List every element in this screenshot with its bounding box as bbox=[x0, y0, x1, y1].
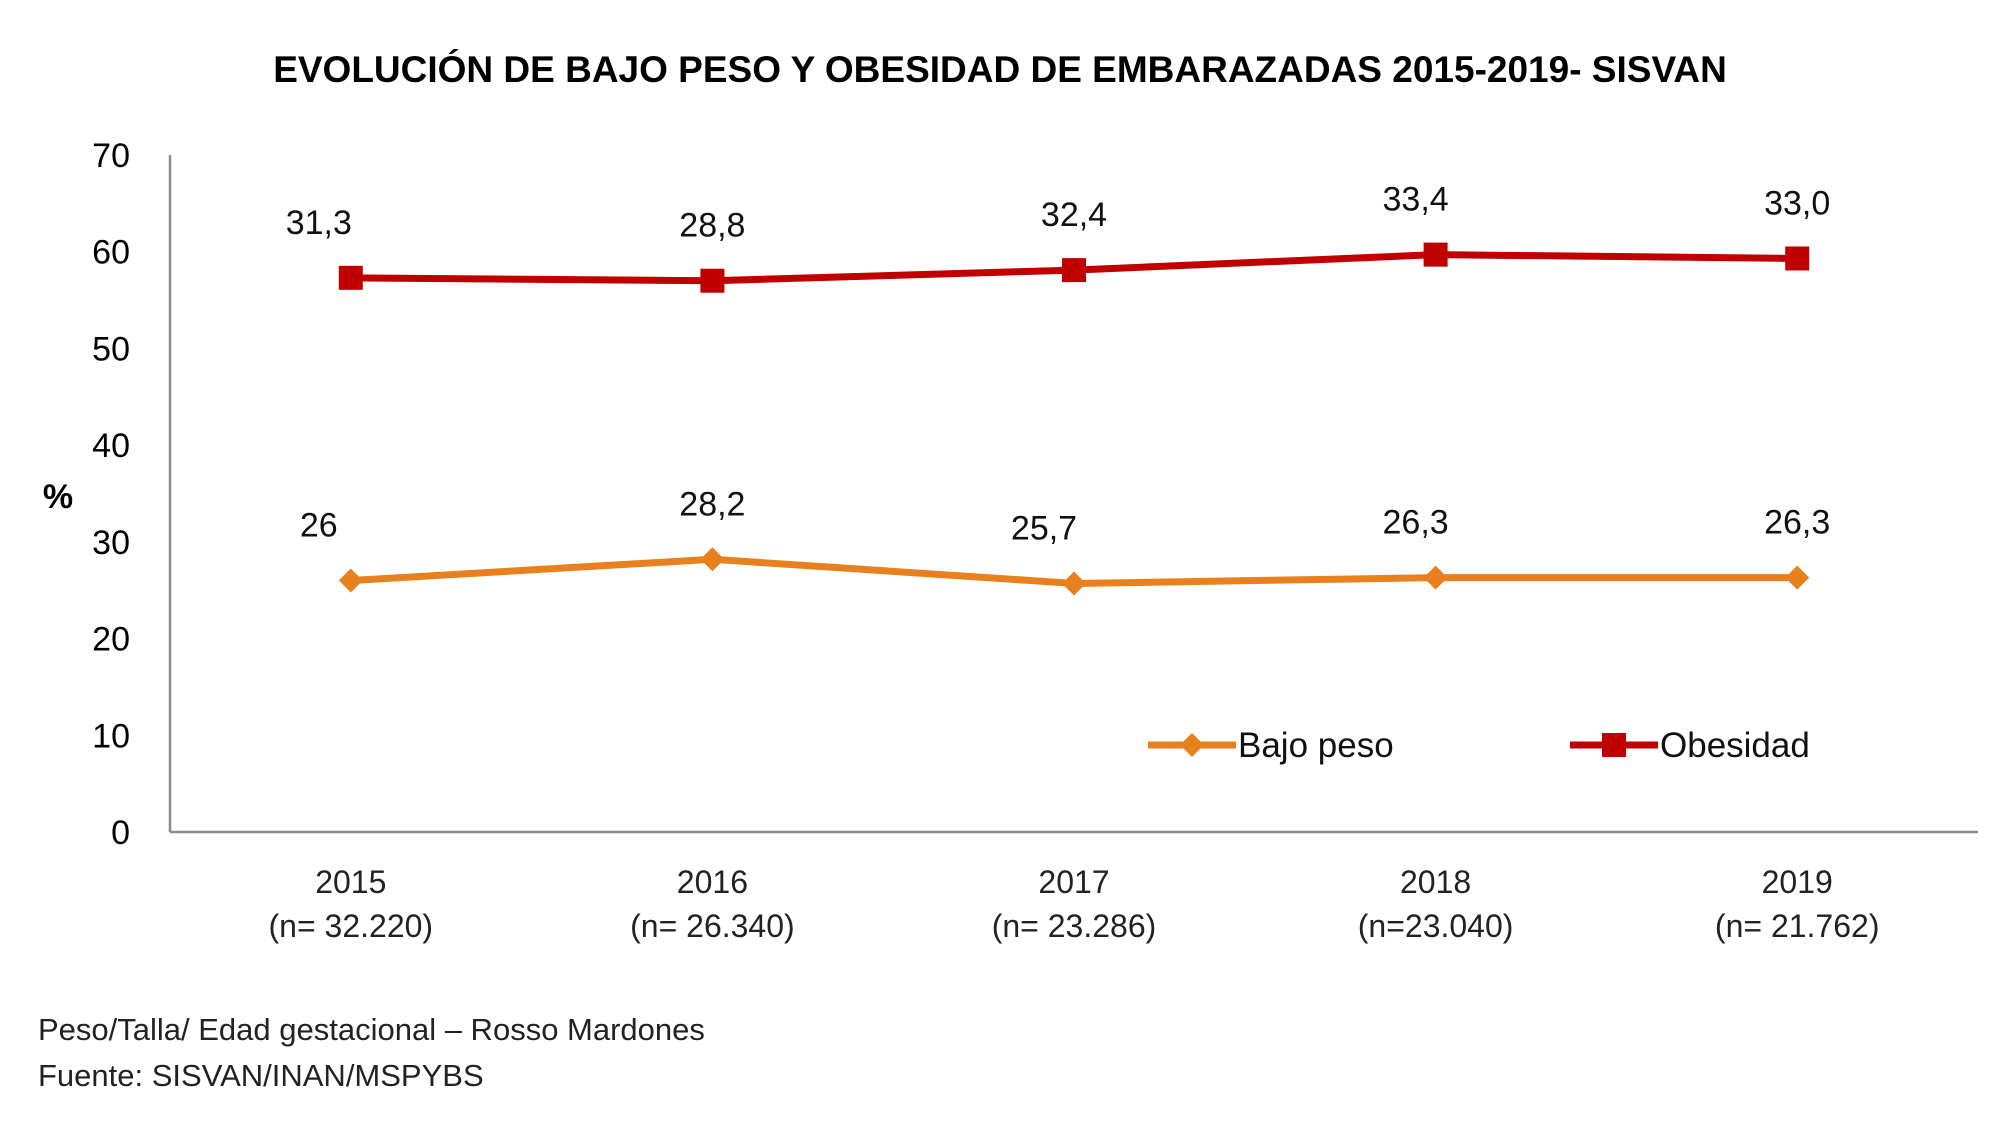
series-layer: 26 28,2 25,7 26,3 26,3 31,3 28,8 32,4 33,4 33,0 bbox=[286, 181, 1830, 596]
data-point-bajo-peso bbox=[338, 568, 363, 593]
data-point-obesidad bbox=[1785, 246, 1810, 271]
legend: Bajo peso Obesidad bbox=[1148, 726, 1810, 765]
data-point-obesidad bbox=[338, 265, 363, 290]
data-point-bajo-peso bbox=[1062, 571, 1086, 596]
chart-title: EVOLUCIÓN DE BAJO PESO Y OBESIDAD DE EMB… bbox=[273, 48, 1727, 90]
x-tick-label-year: 2019 bbox=[1762, 864, 1833, 900]
y-tick-label: 60 bbox=[92, 234, 130, 272]
x-tick-label-n: (n= 21.762) bbox=[1715, 908, 1880, 944]
x-axis-labels: 2015 (n= 32.220) 2016 (n= 26.340) 2017 (n= 23… bbox=[269, 864, 1880, 944]
x-tick-label-n: (n= 26.340) bbox=[630, 908, 795, 944]
data-label-bajo-peso: 25,7 bbox=[1011, 509, 1077, 547]
footnote-method: Peso/Talla/ Edad gestacional – Rosso Mar… bbox=[38, 1012, 705, 1047]
data-label-bajo-peso: 28,2 bbox=[679, 485, 745, 523]
data-point-obesidad bbox=[1423, 242, 1448, 267]
data-point-bajo-peso bbox=[700, 547, 725, 572]
x-tick-label-n: (n= 23.286) bbox=[992, 908, 1157, 944]
data-label-obesidad: 31,3 bbox=[286, 204, 352, 242]
data-label-obesidad: 32,4 bbox=[1041, 196, 1107, 234]
y-tick-label: 10 bbox=[92, 717, 130, 755]
x-tick-label-year: 2018 bbox=[1400, 864, 1471, 900]
data-point-obesidad bbox=[1062, 258, 1086, 283]
data-label-obesidad: 28,8 bbox=[679, 207, 745, 245]
y-tick-label: 70 bbox=[92, 137, 130, 175]
x-tick-label-year: 2016 bbox=[677, 864, 748, 900]
y-tick-label: 50 bbox=[92, 330, 130, 368]
x-tick-label-year: 2017 bbox=[1038, 864, 1109, 900]
data-label-bajo-peso: 26,3 bbox=[1383, 504, 1449, 542]
data-label-obesidad: 33,4 bbox=[1383, 181, 1449, 219]
footnote-source: Fuente: SISVAN/INAN/MSPYBS bbox=[38, 1058, 484, 1093]
x-tick-label-year: 2015 bbox=[315, 864, 386, 900]
data-label-bajo-peso: 26 bbox=[300, 507, 338, 545]
y-tick-label: 20 bbox=[92, 621, 130, 659]
legend-marker-obesidad bbox=[1602, 733, 1626, 757]
data-point-bajo-peso bbox=[1785, 565, 1810, 590]
legend-label-bajo-peso: Bajo peso bbox=[1238, 726, 1394, 765]
legend-marker-bajo-peso bbox=[1180, 733, 1204, 757]
y-tick-label: 40 bbox=[92, 427, 130, 465]
x-tick-label-n: (n=23.040) bbox=[1358, 908, 1514, 944]
data-label-bajo-peso: 26,3 bbox=[1764, 504, 1830, 542]
legend-label-obesidad: Obesidad bbox=[1660, 726, 1810, 765]
y-tick-label: 30 bbox=[92, 524, 130, 562]
x-tick-label-n: (n= 32.220) bbox=[269, 908, 434, 944]
y-axis-ticks: 0 10 20 30 40 50 60 70 bbox=[92, 137, 130, 852]
y-axis-label: % bbox=[43, 478, 73, 516]
y-tick-label: 0 bbox=[111, 814, 130, 852]
data-point-bajo-peso bbox=[1423, 565, 1448, 590]
data-label-obesidad: 33,0 bbox=[1764, 184, 1830, 222]
data-point-obesidad bbox=[700, 268, 725, 293]
